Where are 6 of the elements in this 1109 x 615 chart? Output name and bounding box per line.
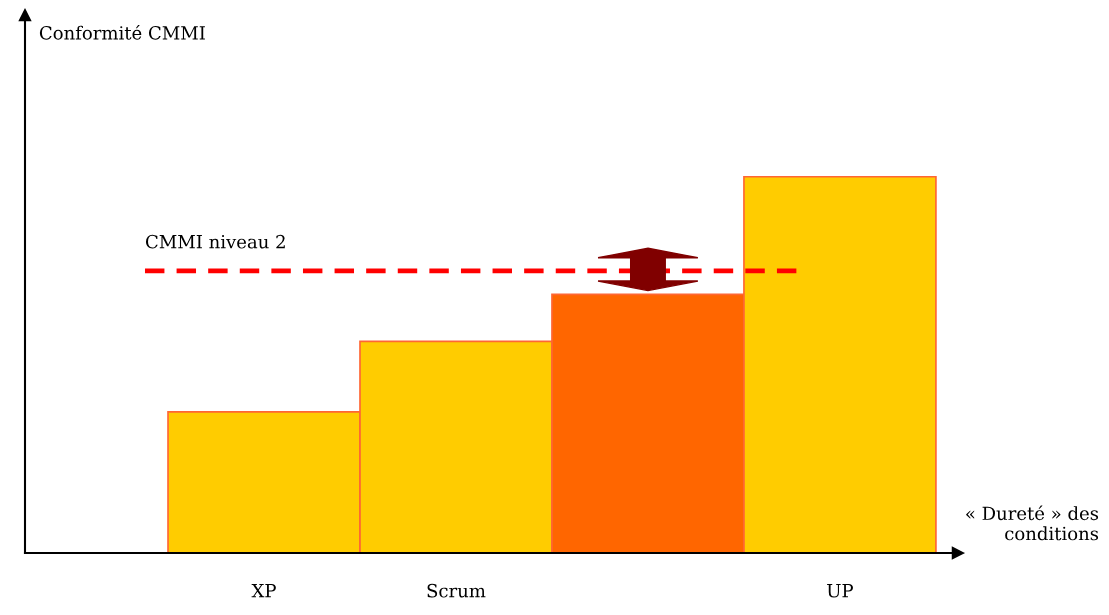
x-tick-label: UP xyxy=(827,584,853,598)
x-axis-title: « Dureté » des conditions xyxy=(966,505,1099,541)
x-tick-label: Scrum xyxy=(427,583,486,598)
x-tick-label: XP xyxy=(251,584,276,598)
text: Conformité CMMI xyxy=(39,24,205,40)
ref-line-label: CMMI niveau 2 xyxy=(146,234,285,249)
